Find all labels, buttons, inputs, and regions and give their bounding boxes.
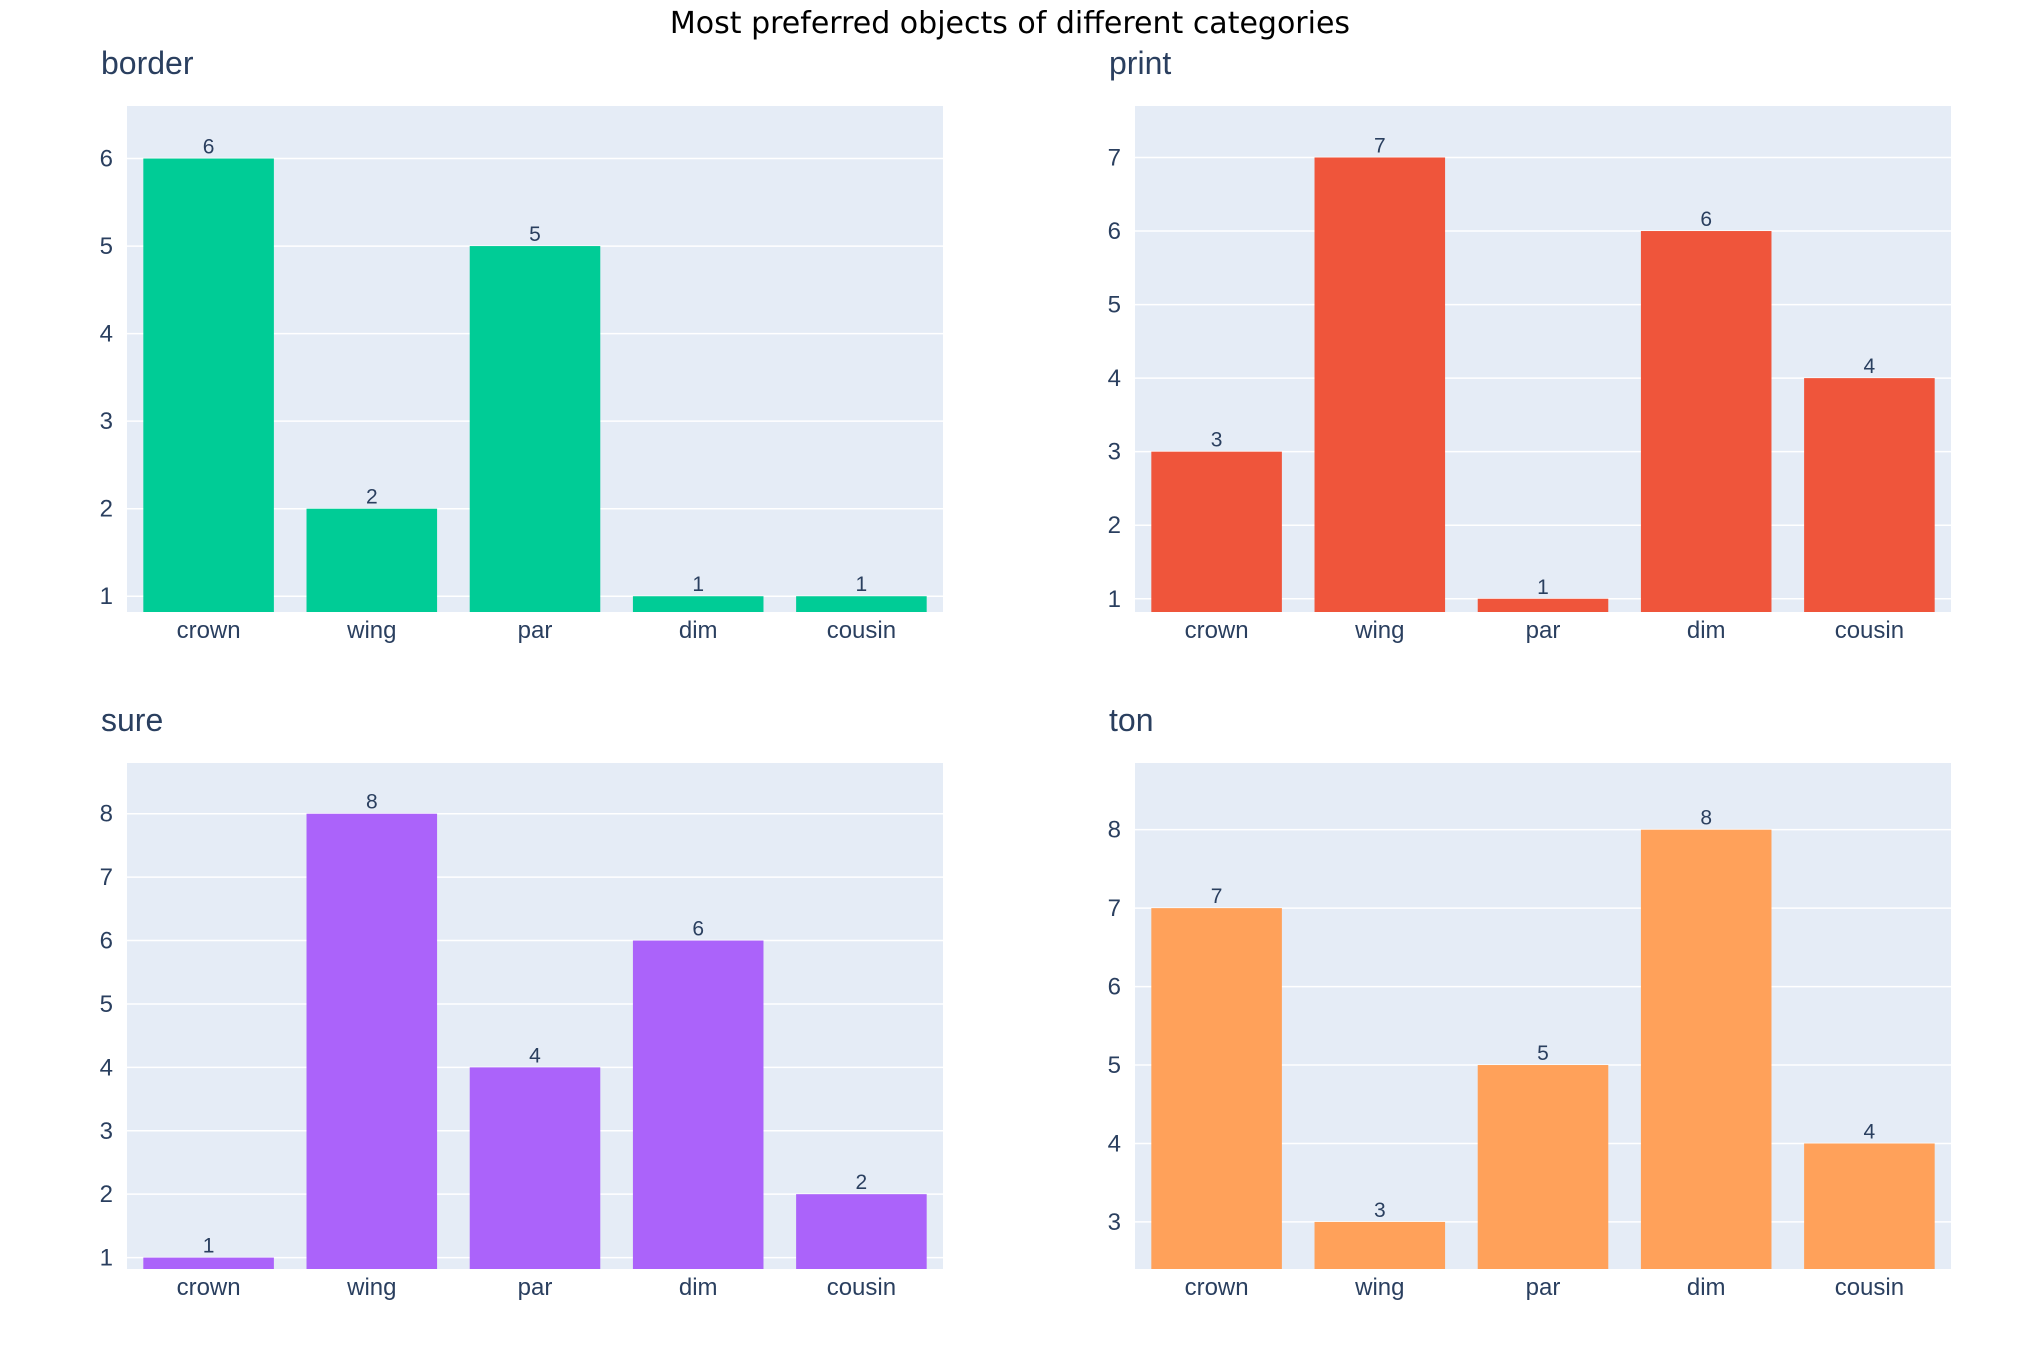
y-tick-label: 4 [1108,365,1121,392]
y-tick-label: 2 [1108,512,1121,539]
bar-ton-par [1477,1065,1609,1269]
bar-ton-dim [1640,829,1772,1269]
bar-sure-par [469,1067,601,1269]
x-tick-label: wing [346,1274,396,1301]
y-tick-label: 1 [1108,586,1121,613]
data-label: 1 [692,573,704,596]
data-label: 4 [529,1044,541,1067]
y-tick-label: 5 [100,233,113,260]
x-tick-label: cousin [827,617,896,644]
y-tick-label: 7 [1108,144,1121,171]
bar-sure-wing [306,813,438,1269]
bar-ton-cousin [1804,1143,1935,1269]
x-tick-label: cousin [1835,617,1904,644]
x-tick-label: wing [1354,1274,1404,1301]
bar-print-dim [1640,231,1772,613]
subplot-border: border 1 2 3 4 5 6 6 crown 2 wing 5 par 1 dim 1 cousin [100,45,943,644]
data-label: 1 [1537,576,1549,599]
y-tick-label: 4 [1108,1130,1121,1157]
x-tick-label: par [1526,617,1561,644]
bar-sure-crown [143,1257,274,1269]
bar-sure-cousin [796,1194,927,1269]
x-tick-label: crown [1185,1274,1249,1301]
data-label: 8 [366,791,378,814]
x-tick-label: par [1526,1274,1561,1301]
y-tick-label: 7 [1108,895,1121,922]
y-tick-label: 3 [100,1118,113,1145]
data-label: 3 [1211,429,1223,452]
x-tick-label: crown [1185,617,1249,644]
data-label: 5 [529,223,541,246]
y-tick-label: 1 [100,583,113,610]
y-tick-label: 2 [100,1181,113,1208]
y-tick-label: 5 [100,991,113,1018]
y-tick-label: 4 [100,1054,113,1081]
bar-print-cousin [1804,378,1935,612]
data-label: 5 [1537,1042,1549,1065]
y-tick-label: 3 [1108,1209,1121,1236]
y-tick-label: 6 [100,928,113,955]
x-tick-label: par [518,1274,553,1301]
data-label: 7 [1374,134,1386,157]
y-tick-label: 6 [1108,974,1121,1001]
data-label: 7 [1211,885,1223,908]
y-tick-label: 6 [100,146,113,173]
y-tick-label: 4 [100,321,113,348]
y-tick-label: 8 [1108,817,1121,844]
y-tick-label: 5 [1108,292,1121,319]
bar-print-par [1477,598,1609,612]
x-tick-label: wing [1354,617,1404,644]
bar-border-cousin [796,596,927,612]
data-label: 6 [1700,208,1712,231]
bar-ton-crown [1151,908,1282,1269]
y-tick-label: 7 [100,864,113,891]
subplot-title: print [1109,45,1171,81]
bar-border-wing [306,508,438,612]
data-label: 2 [366,486,378,509]
y-tick-label: 1 [100,1245,113,1272]
x-tick-label: cousin [827,1274,896,1301]
bar-print-crown [1151,451,1282,612]
subplot-title: ton [1109,702,1153,738]
data-label: 6 [203,136,215,159]
y-tick-label: 8 [100,801,113,828]
y-tick-label: 6 [1108,218,1121,245]
y-tick-label: 3 [1108,439,1121,466]
x-tick-label: crown [177,1274,241,1301]
bar-print-wing [1314,157,1446,613]
x-tick-label: dim [1687,617,1726,644]
x-tick-label: cousin [1835,1274,1904,1301]
subplot-title: border [101,45,194,81]
bar-border-crown [143,158,274,613]
x-tick-label: par [518,617,553,644]
subplot-sure: sure 1 2 3 4 5 6 7 8 1 crown 8 wing 4 par 6 dim 2 cousin [100,702,943,1301]
bar-ton-wing [1314,1221,1446,1269]
subplot-print: print 1 2 3 4 5 6 7 3 crown 7 wing 1 par 6 dim 4 cousin [1108,45,1951,644]
data-label: 1 [203,1235,215,1258]
bar-border-par [469,246,601,612]
data-label: 4 [1864,1120,1876,1143]
subplot-title: sure [101,702,163,738]
x-tick-label: dim [1687,1274,1726,1301]
y-tick-label: 5 [1108,1052,1121,1079]
subplot-ton: ton 3 4 5 6 7 8 7 crown 3 wing 5 par 8 dim 4 cousin [1108,702,1951,1301]
bar-border-dim [632,596,764,612]
data-label: 2 [856,1171,868,1194]
data-label: 4 [1864,355,1876,378]
data-label: 6 [692,918,704,941]
x-tick-label: crown [177,617,241,644]
data-label: 3 [1374,1199,1386,1222]
data-label: 1 [856,573,868,596]
data-label: 8 [1700,807,1712,830]
x-tick-label: dim [679,617,718,644]
x-tick-label: wing [346,617,396,644]
x-tick-label: dim [679,1274,718,1301]
bar-sure-dim [632,940,764,1269]
figure-title: Most preferred objects of different cate… [670,6,1350,41]
y-tick-label: 2 [100,496,113,523]
y-tick-label: 3 [100,408,113,435]
